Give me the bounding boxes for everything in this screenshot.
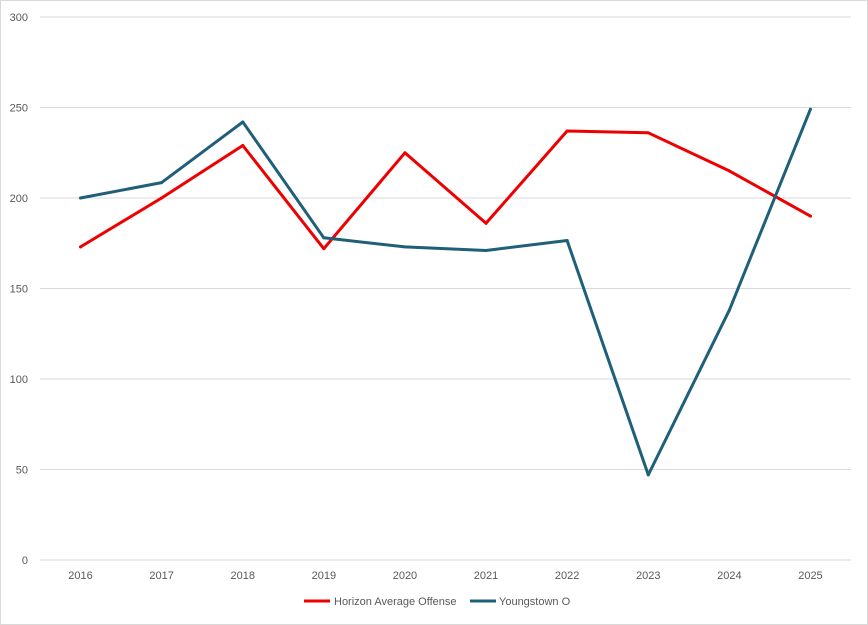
x-tick-label: 2025 bbox=[798, 570, 822, 582]
y-tick-label: 100 bbox=[10, 374, 28, 386]
data-point bbox=[79, 196, 83, 200]
y-tick-label: 150 bbox=[10, 284, 28, 296]
data-point bbox=[241, 144, 245, 148]
data-point bbox=[565, 129, 569, 133]
y-tick-label: 0 bbox=[22, 555, 28, 567]
data-point bbox=[646, 131, 650, 135]
x-tick-label: 2020 bbox=[393, 570, 417, 582]
x-tick-label: 2016 bbox=[68, 570, 92, 582]
data-point bbox=[403, 245, 407, 249]
data-point bbox=[484, 248, 488, 252]
y-tick-label: 200 bbox=[10, 193, 28, 205]
series-line-1 bbox=[79, 129, 812, 251]
y-tick-label: 300 bbox=[10, 12, 28, 24]
x-tick-label: 2019 bbox=[312, 570, 336, 582]
x-tick-label: 2023 bbox=[636, 570, 660, 582]
data-point bbox=[403, 151, 407, 155]
data-point bbox=[160, 181, 164, 185]
series-lines bbox=[79, 107, 812, 477]
legend-label-2: Youngstown O bbox=[499, 596, 571, 608]
legend: Horizon Average Offense Youngstown O bbox=[304, 596, 571, 608]
data-point bbox=[79, 245, 83, 249]
legend-label-1: Horizon Average Offense bbox=[334, 596, 457, 608]
data-point bbox=[160, 196, 164, 200]
x-tick-label: 2018 bbox=[231, 570, 255, 582]
data-point bbox=[646, 473, 650, 477]
x-axis-ticks: 2016 2017 2018 2019 2020 2021 2022 2023 2024 2025 bbox=[68, 570, 822, 582]
series-line-2 bbox=[79, 107, 812, 477]
x-tick-label: 2022 bbox=[555, 570, 579, 582]
data-point bbox=[322, 236, 326, 240]
data-point bbox=[241, 120, 245, 124]
y-tick-label: 250 bbox=[10, 103, 28, 115]
gridlines bbox=[40, 16, 851, 561]
y-tick-label: 50 bbox=[16, 465, 28, 477]
data-point bbox=[484, 221, 488, 225]
data-point bbox=[727, 308, 731, 312]
x-tick-label: 2017 bbox=[149, 570, 173, 582]
y-axis-ticks: 0 50 100 150 200 250 300 bbox=[10, 12, 28, 567]
data-point bbox=[565, 239, 569, 243]
data-point bbox=[808, 214, 812, 218]
x-tick-label: 2024 bbox=[717, 570, 741, 582]
data-point bbox=[727, 169, 731, 173]
x-tick-label: 2021 bbox=[474, 570, 498, 582]
data-point bbox=[808, 107, 812, 111]
data-point bbox=[322, 247, 326, 251]
